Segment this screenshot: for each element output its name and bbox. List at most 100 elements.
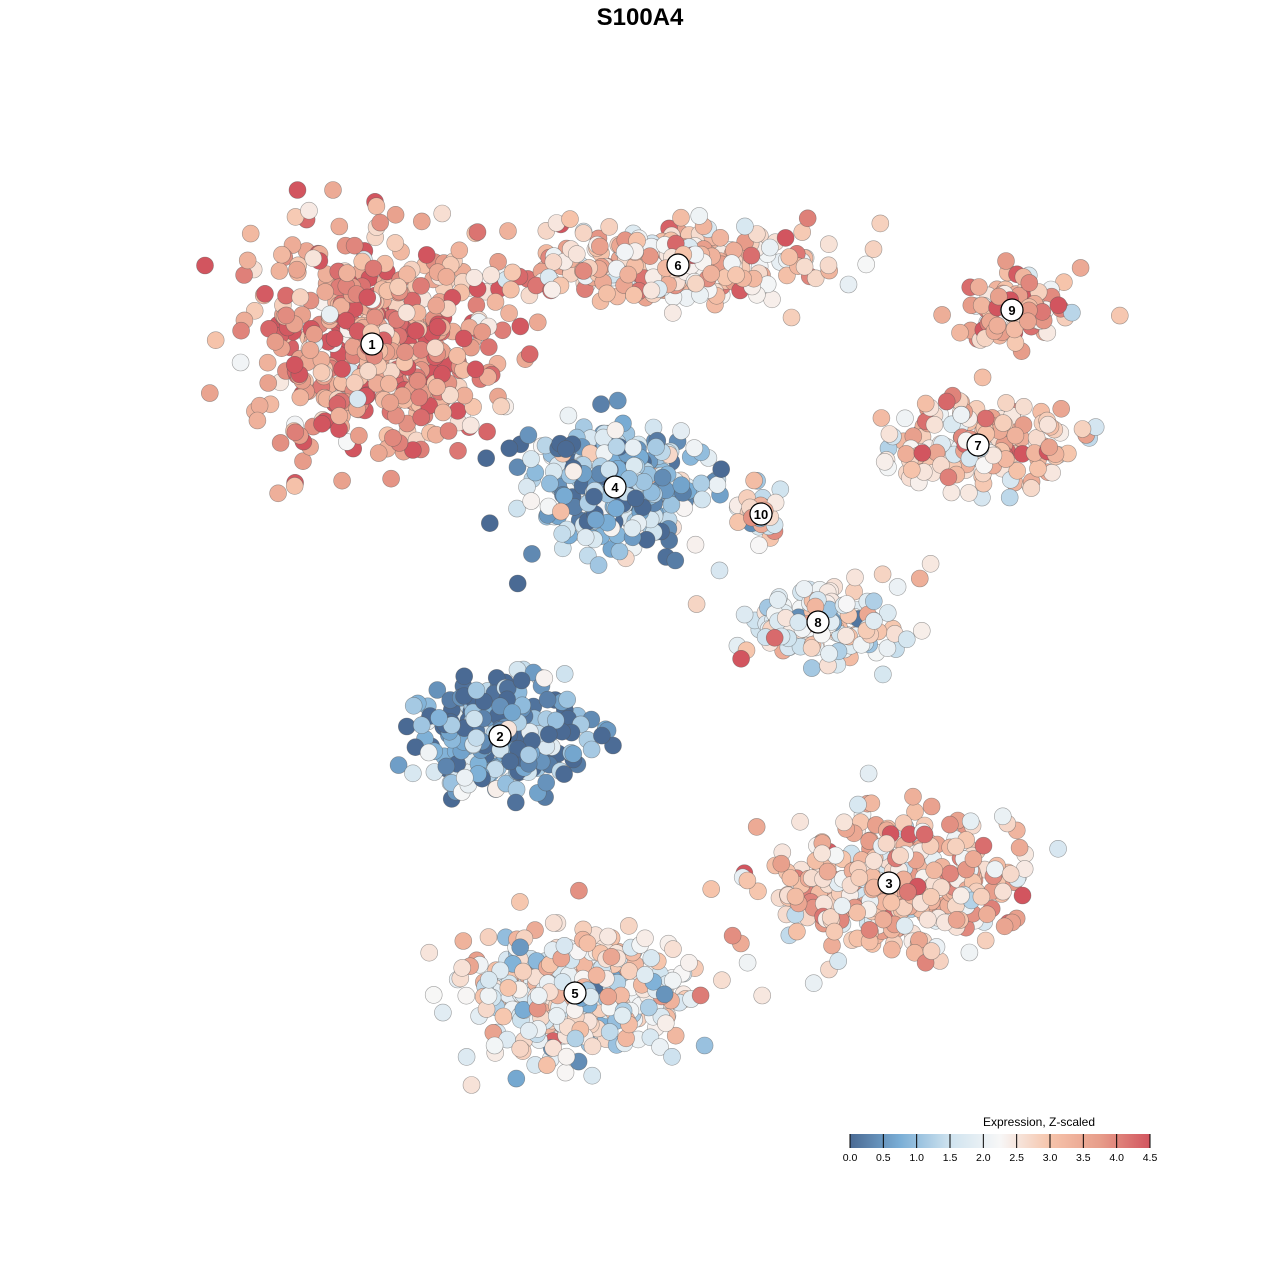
legend-tick-label: 0.0 xyxy=(843,1152,858,1164)
cell-point xyxy=(457,986,476,1005)
cell-point xyxy=(397,303,416,322)
cell-point xyxy=(338,264,356,282)
cell-point xyxy=(626,489,645,508)
cell-point xyxy=(947,910,966,929)
cell-point xyxy=(547,1007,566,1025)
cell-point xyxy=(915,825,934,844)
legend-tick-label: 1.5 xyxy=(943,1152,958,1164)
cell-point xyxy=(802,639,821,657)
cell-point xyxy=(544,1039,563,1057)
cell-point xyxy=(492,397,510,416)
cell-point xyxy=(574,224,593,242)
cell-point xyxy=(499,222,517,240)
cell-point xyxy=(973,368,992,387)
cell-point xyxy=(201,384,219,402)
cluster-label-text: 9 xyxy=(1008,303,1015,318)
cell-point xyxy=(313,414,331,433)
cell-point xyxy=(712,460,731,479)
cell-point xyxy=(479,338,498,356)
cell-point xyxy=(441,386,459,404)
cell-point xyxy=(553,524,572,543)
cell-point xyxy=(520,345,539,363)
cell-point xyxy=(232,321,250,340)
cell-point xyxy=(535,669,554,688)
cell-point xyxy=(736,217,754,236)
cell-point xyxy=(802,659,821,677)
cell-point xyxy=(625,286,643,304)
cell-point xyxy=(672,208,690,227)
cell-point xyxy=(1000,488,1019,507)
cell-point xyxy=(235,266,253,284)
cell-point xyxy=(285,355,304,374)
cell-point xyxy=(723,926,742,945)
cell-point xyxy=(672,422,690,440)
cell-point xyxy=(291,388,310,407)
cell-point xyxy=(942,483,961,502)
cell-point xyxy=(439,422,458,440)
cell-point xyxy=(558,690,577,709)
cell-point xyxy=(860,921,879,939)
cell-point xyxy=(604,736,622,755)
cell-point xyxy=(397,717,416,736)
cell-point xyxy=(878,639,897,658)
cell-point xyxy=(663,1048,681,1066)
cell-point xyxy=(952,886,970,905)
cell-point xyxy=(888,578,907,596)
cell-point xyxy=(865,852,883,870)
cell-point xyxy=(993,807,1012,826)
cell-point xyxy=(206,331,225,350)
cell-point xyxy=(291,288,310,307)
cell-point xyxy=(270,262,289,280)
cell-point xyxy=(437,267,456,286)
cell-point xyxy=(561,210,579,228)
cell-point xyxy=(846,568,864,587)
cluster-label-6: 6 xyxy=(666,253,690,277)
cell-point xyxy=(266,332,285,351)
cluster-label-5: 5 xyxy=(563,981,587,1005)
cluster-label-badge xyxy=(966,433,990,457)
cell-point xyxy=(672,476,691,495)
cell-point xyxy=(607,499,625,518)
cell-point xyxy=(708,475,727,494)
cell-point xyxy=(501,752,520,771)
cell-point xyxy=(348,390,367,408)
cell-point xyxy=(651,1038,669,1056)
cell-point xyxy=(859,764,878,783)
cell-point xyxy=(538,1056,556,1074)
cell-point xyxy=(769,591,787,609)
cell-point xyxy=(798,209,817,228)
legend-tick-label: 0.5 xyxy=(876,1152,891,1164)
cell-point xyxy=(519,745,538,764)
cluster-label-4: 4 xyxy=(603,475,627,499)
cell-point xyxy=(732,649,750,668)
cell-point xyxy=(941,815,959,834)
cell-point xyxy=(1039,415,1057,434)
cell-point xyxy=(567,245,586,263)
cell-point xyxy=(271,434,290,452)
cell-point xyxy=(897,445,915,463)
cell-point xyxy=(738,953,757,972)
cell-point xyxy=(692,474,711,493)
cell-point xyxy=(333,471,351,490)
cell-point xyxy=(864,240,883,258)
cell-point xyxy=(635,472,653,491)
legend-tick-label: 4.5 xyxy=(1143,1152,1158,1164)
cell-point xyxy=(1052,399,1070,418)
cell-point xyxy=(653,468,672,487)
cell-point xyxy=(875,452,894,471)
cluster-label-badge xyxy=(806,610,830,634)
cell-point xyxy=(895,916,914,935)
cell-point xyxy=(427,296,446,315)
cluster-label-badge xyxy=(1000,298,1024,322)
cell-point xyxy=(333,360,351,378)
cell-point xyxy=(880,425,899,443)
cell-point xyxy=(780,248,799,266)
cell-point xyxy=(960,943,979,962)
color-legend: Expression, Z-scaled 0.0 0.5 1.0 1.5 2.0 2.5 3.… xyxy=(843,1115,1158,1164)
cell-point xyxy=(480,970,498,989)
cell-point xyxy=(583,1066,602,1085)
cell-point xyxy=(747,818,766,836)
cell-point xyxy=(765,628,784,647)
cell-point xyxy=(1006,426,1025,445)
cell-point xyxy=(546,711,565,730)
